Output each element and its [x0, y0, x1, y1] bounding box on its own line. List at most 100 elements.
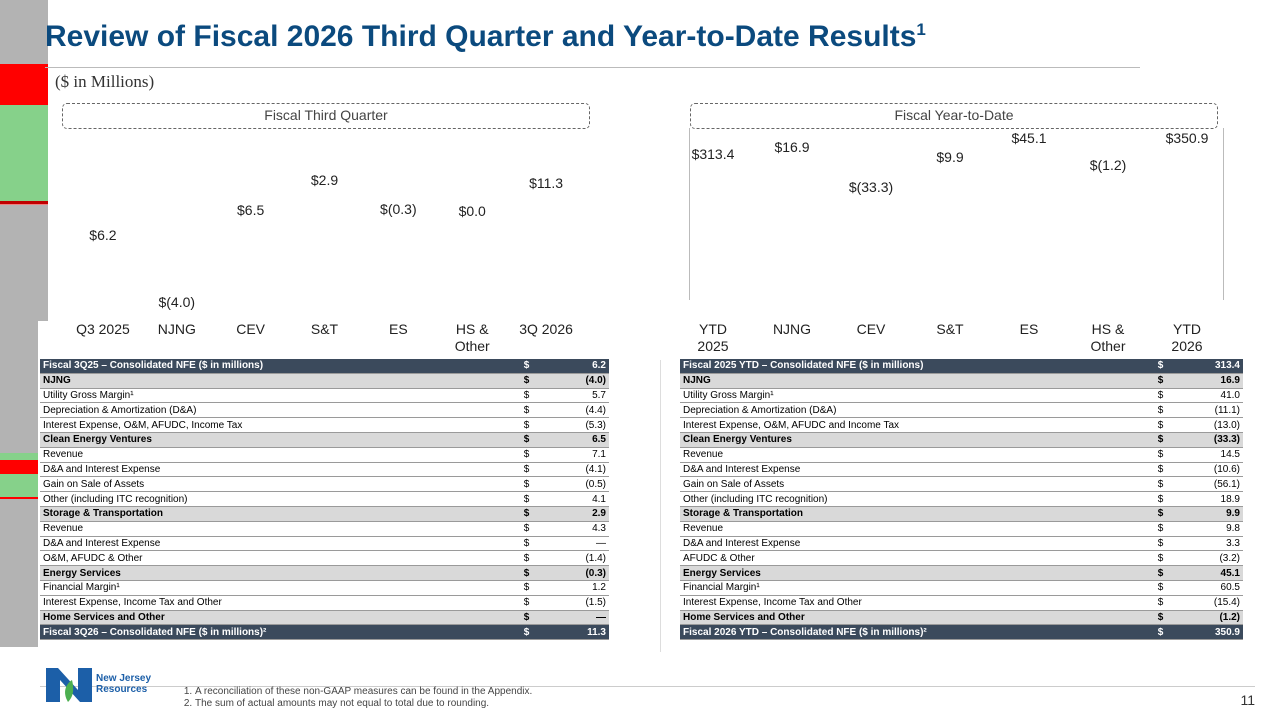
x-tick-label: S&T — [310, 321, 339, 337]
table: Fiscal 3Q25 – Consolidated NFE ($ in mil… — [40, 359, 609, 641]
table-cell: 45.1 — [1188, 565, 1243, 581]
table-row: Home Services and Other $ — — [40, 610, 609, 626]
table-cell: (10.6) — [1188, 462, 1243, 478]
table-row: Fiscal 2025 YTD – Consolidated NFE ($ in… — [680, 359, 1243, 374]
table-cell: Storage & Transportation — [680, 506, 1133, 522]
table-cell: Depreciation & Amortization (D&A) — [680, 402, 1133, 419]
table-cell: $ — [1133, 506, 1188, 522]
table-cell: (0.3) — [554, 565, 609, 581]
table-cell: 350.9 — [1188, 624, 1243, 641]
table-row: Fiscal 3Q26 – Consolidated NFE ($ in mil… — [40, 624, 609, 641]
table-row: Energy Services $ (0.3) — [40, 565, 609, 581]
table-cell: $ — [499, 521, 554, 537]
table-cell: $ — [499, 580, 554, 596]
logo-text: New Jersey Resources — [96, 673, 152, 695]
table-row: D&A and Interest Expense $ (4.1) — [40, 462, 609, 478]
x-tick-label: YTD 2025 — [697, 321, 729, 354]
table-cell: (56.1) — [1188, 476, 1243, 493]
bar — [0, 203, 48, 206]
table-cell: $ — [499, 447, 554, 463]
table-cell: 60.5 — [1188, 580, 1243, 596]
table-cell: $ — [1133, 373, 1188, 389]
table-cell: 14.5 — [1188, 447, 1243, 463]
footer-rule — [40, 686, 1255, 687]
value-label: $9.9 — [936, 148, 964, 165]
table-cell: 11.3 — [554, 624, 609, 641]
x-tick-label: HS & Other — [454, 321, 490, 354]
table-cell: Home Services and Other — [680, 610, 1133, 626]
table-row: Revenue $4.3 — [40, 521, 609, 537]
x-tick-label: HS & Other — [1090, 321, 1126, 354]
table-row: Interest Expense, O&M, AFUDC and Income … — [680, 417, 1243, 433]
table-cell: (3.2) — [1188, 550, 1243, 567]
table-row: Depreciation & Amortization (D&A) $ (4.4) — [40, 402, 609, 419]
table-cell: Clean Energy Ventures — [40, 432, 499, 448]
table-cell: $ — [499, 359, 554, 374]
page-number: 11 — [1240, 692, 1255, 708]
table-row: NJNG $16.9 — [680, 373, 1243, 389]
table-cell: $ — [1133, 521, 1188, 537]
table-row: Fiscal 3Q25 – Consolidated NFE ($ in mil… — [40, 359, 609, 374]
value-label: $16.9 — [774, 138, 810, 155]
table-row: Interest Expense, O&M, AFUDC, Income Tax… — [40, 417, 609, 433]
table-cell: $ — [499, 373, 554, 389]
table-row: NJNG $ (4.0) — [40, 373, 609, 389]
table-cell: $ — [1133, 610, 1188, 626]
table-cell: (4.0) — [554, 373, 609, 389]
table-cell: 9.8 — [1188, 521, 1243, 537]
table-cell: Revenue — [680, 447, 1133, 463]
table-cell: $ — [1133, 565, 1188, 581]
table-cell: $ — [499, 536, 554, 552]
chart-title: Fiscal Third Quarter — [62, 103, 590, 129]
table-cell: Interest Expense, Income Tax and Other — [680, 595, 1133, 611]
logo-mark — [46, 668, 92, 702]
chart-title: Fiscal Year-to-Date — [690, 103, 1218, 129]
slide-title: Review of Fiscal 2026 Third Quarter and … — [45, 20, 926, 54]
table-row: Storage & Transportation $9.9 — [680, 506, 1243, 522]
table-cell: 6.2 — [554, 359, 609, 374]
table-cell: (1.5) — [554, 595, 609, 611]
table-cell: $ — [499, 462, 554, 478]
bar — [0, 321, 38, 454]
subtitle: ($ in Millions) — [55, 72, 155, 91]
table-cell: Gain on Sale of Assets — [680, 476, 1133, 493]
table-cell: Interest Expense, Income Tax and Other — [40, 595, 499, 611]
table-cell: (33.3) — [1188, 432, 1243, 448]
x-tick-label: ES — [389, 321, 408, 337]
table-cell: Clean Energy Ventures — [680, 432, 1133, 448]
table-cell: Revenue — [40, 521, 499, 537]
frame-line — [1223, 128, 1224, 300]
bar — [0, 498, 38, 647]
table-cell: $ — [499, 476, 554, 493]
table-row: D&A and Interest Expense $ (10.6) — [680, 462, 1243, 478]
table-cell: 1.2 — [554, 580, 609, 596]
table-row: Gain on Sale of Assets $ (0.5) — [40, 476, 609, 493]
table-cell: $ — [499, 432, 554, 448]
table-cell: 313.4 — [1188, 359, 1243, 374]
table-cell: Utility Gross Margin¹ — [680, 388, 1133, 404]
table-cell: (15.4) — [1188, 595, 1243, 611]
table-cell: — — [554, 610, 609, 626]
table-cell: (11.1) — [1188, 402, 1243, 419]
table-cell: $ — [1133, 432, 1188, 448]
table-row: Other (including ITC recognition) $18.9 — [680, 491, 1243, 507]
value-label: $0.0 — [458, 202, 486, 219]
x-tick-label: ES — [1019, 321, 1039, 337]
bar — [0, 200, 48, 204]
table-cell: $ — [499, 491, 554, 507]
table-row: Fiscal 2026 YTD – Consolidated NFE ($ in… — [680, 624, 1243, 641]
table-cell: D&A and Interest Expense — [680, 536, 1133, 552]
value-label: $45.1 — [1011, 129, 1047, 146]
table-cell: $ — [499, 610, 554, 626]
table-cell: NJNG — [680, 373, 1133, 389]
table-cell: (0.5) — [554, 476, 609, 493]
value-label: $(33.3) — [848, 178, 894, 195]
table-row: Storage & Transportation $2.9 — [40, 506, 609, 522]
table-cell: $ — [1133, 447, 1188, 463]
table-row: Financial Margin¹ $60.5 — [680, 580, 1243, 596]
table-cell: $ — [1133, 417, 1188, 433]
title-text: Review of Fiscal 2026 Third Quarter and … — [45, 20, 917, 53]
bar — [0, 205, 48, 322]
table-cell: Revenue — [680, 521, 1133, 537]
table-row: Clean Energy Ventures $6.5 — [40, 432, 609, 448]
